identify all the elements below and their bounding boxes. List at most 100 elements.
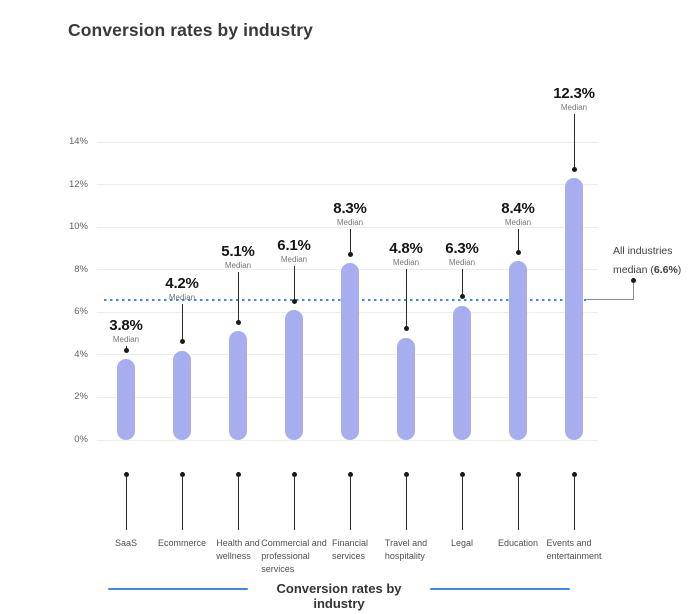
median-sublabel: Median [280,255,308,264]
legend-line-left [108,588,248,590]
median-sublabel: Median [168,293,196,302]
value-leader-dot [515,249,521,255]
gridline [97,184,598,186]
category-leader-line [349,476,351,530]
median-sublabel: Median [392,258,420,267]
category-label-line: Ecommerce [157,538,207,548]
value-percent: 8.4% [501,200,535,217]
category-label: SaaS [115,537,137,550]
category-leader-dot [291,471,297,477]
annotation-line2: median (6.6%) [613,261,693,280]
y-axis-tick-label: 6% [74,306,88,318]
median-sublabel: Median [112,335,140,344]
category-leader-dot [179,471,185,477]
category-leader-dot [123,471,129,477]
value-leader-dot [291,298,297,304]
value-leader-dot [123,347,129,353]
category-label-line: Health and [216,538,260,548]
category-label-line: hospitality [384,551,425,561]
value-leader-line [517,229,519,253]
category-leader-line [293,476,295,530]
category-label-line: entertainment [546,551,602,561]
value-percent: 5.1% [221,243,255,260]
y-axis-tick-label: 2% [74,391,88,403]
category-leader-line [573,476,575,530]
bar-value-label: 6.1% Median [277,237,311,265]
bar [285,310,303,440]
value-leader-line [573,114,575,170]
annotation-median-value: 6.6% [653,264,678,276]
category-leader-dot [459,471,465,477]
value-leader-dot [179,339,185,345]
bar-value-label: 3.8% Median [109,317,143,345]
category-label-line: Travel and [384,538,428,548]
legend-line-right [430,588,570,590]
annotation-line2-suffix: ) [677,264,682,276]
category-label-line: Education [497,538,539,548]
category-label: Events and entertainment [546,537,601,563]
category-label: Financial services [332,537,368,563]
y-axis-tick-label: 10% [68,221,88,233]
value-leader-line [293,266,295,302]
category-label-line: Events and [546,538,592,548]
category-label: Legal [451,537,473,550]
category-leader-line [517,476,519,530]
all-industries-median-annotation: All industries median (6.6%) [613,242,693,280]
value-percent: 6.1% [277,237,311,254]
bar-value-label: 4.2% Median [165,275,199,303]
value-leader-line [349,229,351,255]
bar-value-label: 8.3% Median [333,200,367,228]
value-leader-line [461,269,463,297]
bar [229,331,247,440]
category-label-line: services [261,564,295,574]
category-leader-dot [571,471,577,477]
value-leader-dot [571,166,577,172]
value-percent: 8.3% [333,200,367,217]
category-label: Health and wellness [216,537,260,563]
category-label: Ecommerce [158,537,206,550]
value-leader-line [405,269,407,329]
category-label-line: services [331,551,365,561]
category-leader-line [461,476,463,530]
category-label-line: professional [261,551,310,561]
y-axis-tick-label: 14% [68,136,88,147]
value-leader-dot [459,294,465,300]
category-label: Education [498,537,538,550]
median-sublabel: Median [336,218,364,227]
annotation-line1: All industries [613,245,673,257]
category-leader-dot [235,471,241,477]
value-percent: 6.3% [445,240,479,257]
value-leader-line [237,272,239,323]
category-leader-line [405,476,407,530]
bar [453,305,471,440]
annotation-line2-prefix: median ( [613,264,654,276]
median-sublabel: Median [448,258,476,267]
value-percent: 3.8% [109,317,143,334]
category-leader-dot [347,471,353,477]
category-label-line: Legal [450,538,474,548]
bar [397,337,415,440]
bar [509,261,527,440]
category-label: Commercial and professional services [261,537,327,576]
y-axis-tick-label: 4% [74,348,88,360]
median-sublabel: Median [504,218,532,227]
value-leader-dot [235,319,241,325]
bar-value-label: 12.3% Median [553,85,595,113]
chart-title: Conversion rates by industry [68,20,313,40]
y-axis-tick-label: 8% [74,263,88,275]
annotation-connector-dot [631,278,636,283]
gridline [97,439,598,441]
value-leader-dot [347,251,353,257]
category-leader-line [125,476,127,530]
value-leader-line [181,304,183,342]
category-label-line: Commercial and [261,538,327,548]
category-leader-line [181,476,183,530]
value-percent: 4.2% [165,275,199,292]
category-leader-line [237,476,239,530]
legend-label: Conversion rates by industry [276,581,402,611]
y-axis-tick-label: 12% [68,178,88,190]
category-label-line: Financial [331,538,369,548]
gridline [97,141,598,143]
bar-value-label: 4.8% Median [389,240,423,268]
